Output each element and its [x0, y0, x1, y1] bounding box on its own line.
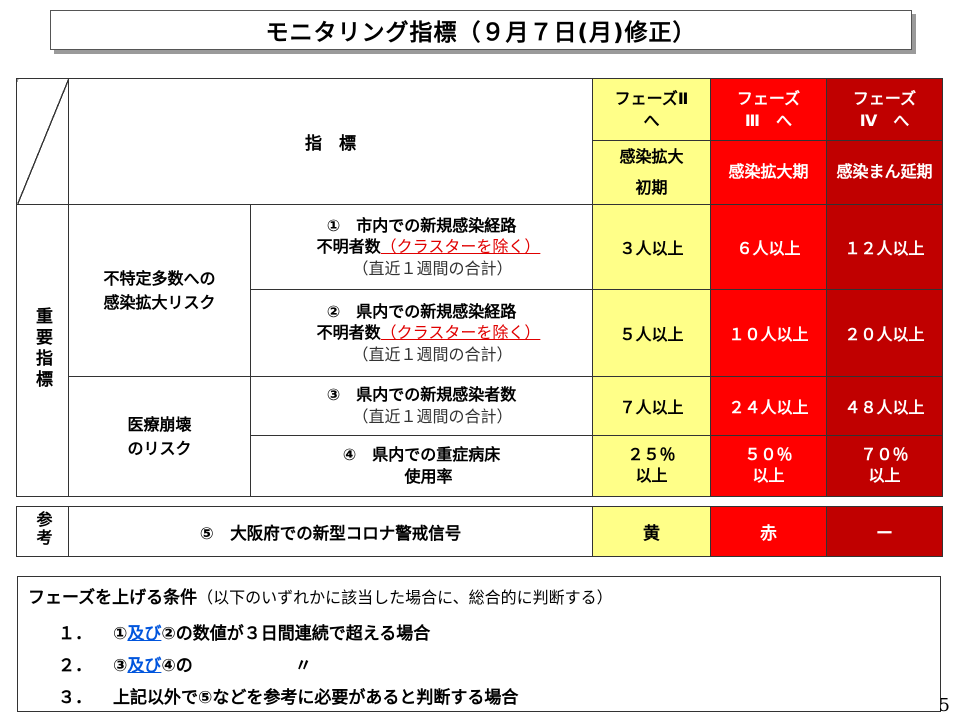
indicator-3: ③ 県内での新規感染者数 （直近１週間の合計）	[250, 376, 593, 436]
conditions-heading: フェーズを上げる条件（以下のいずれかに該当した場合に、総合的に判断する）	[28, 588, 613, 608]
value-4-phase3: ５０％ 以上	[710, 435, 827, 497]
condition-2: ２． ③及び④の 〃	[58, 656, 312, 676]
value-4-phase4: ７０％ 以上	[826, 435, 943, 497]
phase-4-subheader: 感染まん延期	[826, 140, 943, 205]
reference-label: 参考	[16, 506, 69, 557]
value-2-phase2: ５人以上	[592, 289, 711, 377]
corner-cell	[16, 78, 69, 205]
indicator-header: 指 標	[68, 78, 593, 205]
group-label-spread-risk: 不特定多数への 感染拡大リスク	[68, 204, 251, 377]
condition-1: １． ①及び②の数値が３日間連続で超える場合	[58, 624, 431, 644]
value-1-phase4: １２人以上	[826, 204, 943, 290]
monitoring-table: 指 標 フェーズⅡ へ フェーズ Ⅲ へ フェーズ Ⅳ へ 感染拡大 初期 感染拡大期 …	[16, 78, 943, 497]
value-2-phase3: １０人以上	[710, 289, 827, 377]
phase-up-conditions: フェーズを上げる条件（以下のいずれかに該当した場合に、総合的に判断する） １． ①…	[17, 576, 941, 712]
phase-2-subheader: 感染拡大 初期	[592, 140, 711, 205]
page-title: モニタリング指標（９月７日(月)修正）	[50, 10, 912, 50]
section-label: 重要指標	[16, 204, 69, 497]
phase-3-header: フェーズ Ⅲ へ	[710, 78, 827, 141]
value-3-phase2: ７人以上	[592, 376, 711, 436]
reference-phase3: 赤	[710, 506, 827, 557]
phase-4-header: フェーズ Ⅳ へ	[826, 78, 943, 141]
page-number: 5	[938, 695, 950, 716]
value-2-phase4: ２０人以上	[826, 289, 943, 377]
reference-item: ⑤ 大阪府での新型コロナ警戒信号	[68, 506, 593, 557]
reference-phase4: ー	[826, 506, 943, 557]
phase-2-header: フェーズⅡ へ	[592, 78, 711, 141]
reference-table: 参考 ⑤ 大阪府での新型コロナ警戒信号 黄 赤 ー	[16, 506, 943, 557]
value-3-phase4: ４８人以上	[826, 376, 943, 436]
indicator-4: ④ 県内での重症病床 使用率	[250, 435, 593, 497]
phase-3-subheader: 感染拡大期	[710, 140, 827, 205]
value-1-phase2: ３人以上	[592, 204, 711, 290]
indicator-2: ② 県内での新規感染経路 不明者数（クラスターを除く） （直近１週間の合計）	[250, 289, 593, 377]
indicator-1: ① 市内での新規感染経路 不明者数（クラスターを除く） （直近１週間の合計）	[250, 204, 593, 290]
reference-phase2: 黄	[592, 506, 711, 557]
value-3-phase3: ２４人以上	[710, 376, 827, 436]
group-label-medical-risk: 医療崩壊 のリスク	[68, 376, 251, 497]
condition-3: ３． 上記以外で⑤などを参考に必要があると判断する場合	[58, 688, 519, 708]
value-1-phase3: ６人以上	[710, 204, 827, 290]
value-4-phase2: ２５％ 以上	[592, 435, 711, 497]
